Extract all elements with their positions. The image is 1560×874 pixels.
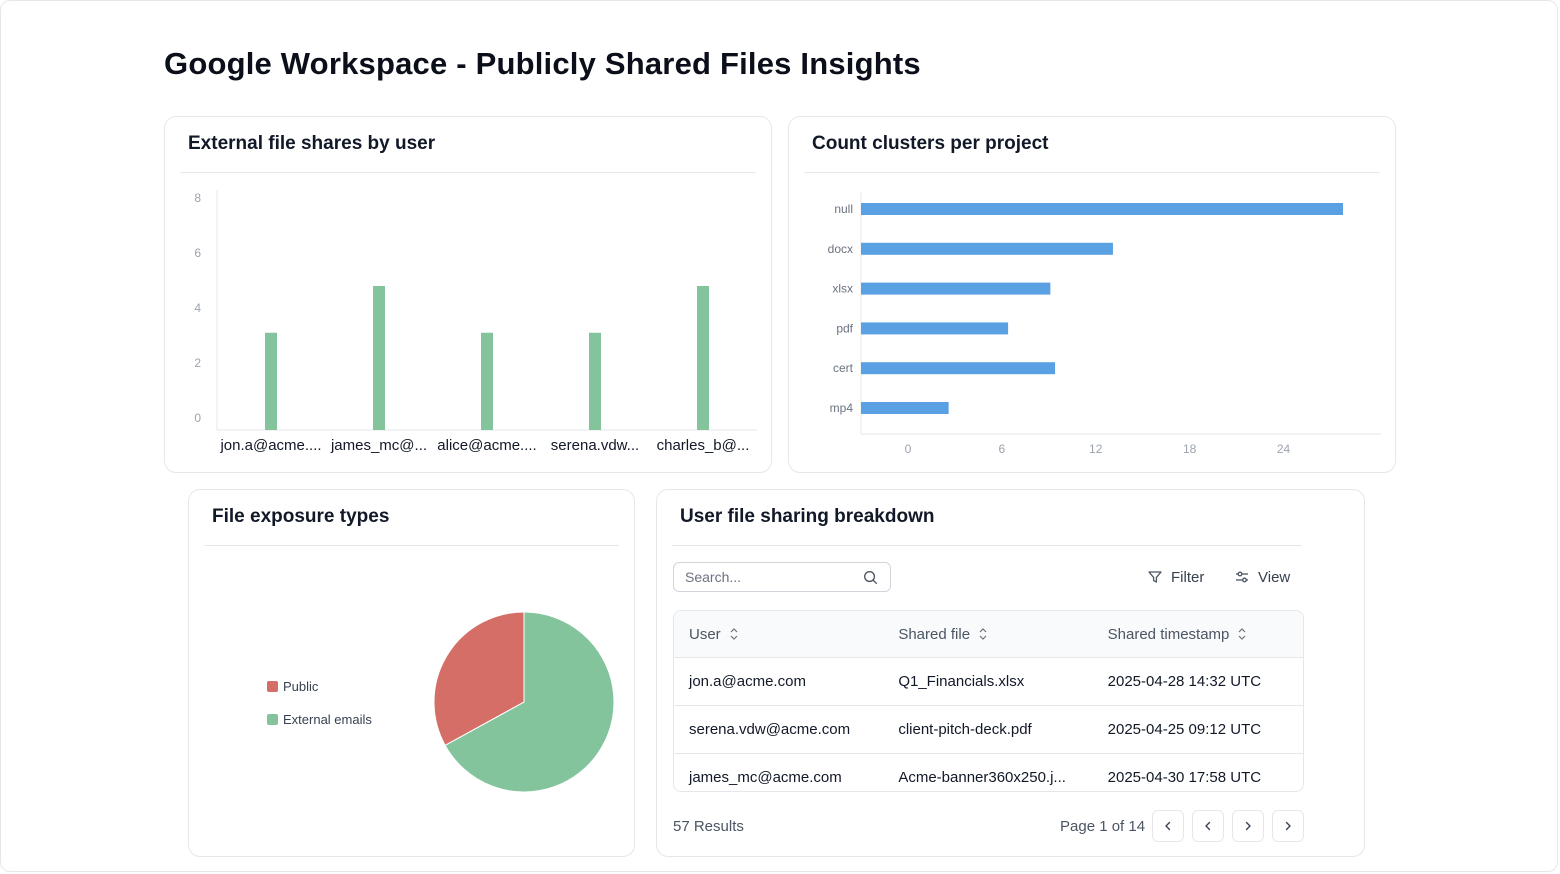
bar: [697, 286, 709, 430]
x-tick-label: 6: [999, 442, 1006, 456]
bar: [861, 322, 1009, 335]
user-file-sharing-card: User file sharing breakdown Filter View …: [656, 489, 1365, 857]
bar: [481, 332, 493, 430]
sort-icon: [979, 628, 987, 640]
legend-item: External emails: [267, 711, 372, 727]
filter-icon: [1148, 571, 1162, 583]
legend-label: Public: [283, 678, 319, 694]
cell-shared-file: Q1_Financials.xlsx: [898, 673, 1025, 690]
chevrons-right-icon: [1285, 821, 1291, 831]
card-title: File exposure types: [212, 506, 390, 527]
bar: [589, 332, 601, 430]
file-exposure-pie: [433, 611, 615, 793]
x-tick-label: james_mc@...: [330, 437, 427, 454]
y-tick-label: pdf: [836, 321, 853, 335]
y-tick-label: mp4: [830, 401, 854, 415]
sharing-table: User Shared file Shared timestamp jon.a@…: [673, 610, 1304, 792]
prev-page-button[interactable]: [1192, 810, 1224, 842]
cell-shared-file: Acme-banner360x250.j...: [898, 769, 1066, 786]
card-title: User file sharing breakdown: [680, 506, 935, 527]
y-tick-label: 4: [194, 301, 201, 315]
view-button[interactable]: View: [1234, 562, 1290, 592]
cell-shared-timestamp: 2025-04-25 09:12 UTC: [1107, 721, 1262, 738]
search-input[interactable]: [674, 568, 867, 586]
bar: [265, 332, 277, 430]
y-tick-label: xlsx: [832, 282, 853, 296]
x-tick-label: alice@acme....: [437, 437, 536, 454]
y-tick-label: 8: [194, 191, 201, 205]
y-tick-label: null: [834, 202, 853, 216]
count-clusters-card: Count clusters per project 0 6 12 18 24 null d…: [788, 116, 1396, 473]
chevron-left-icon: [1205, 821, 1211, 831]
sort-icon: [1238, 628, 1246, 640]
file-exposure-card: File exposure types Public External email…: [188, 489, 635, 857]
card-divider: [672, 545, 1302, 546]
x-tick-label: 18: [1183, 442, 1197, 456]
table-row[interactable]: jon.a@acme.com Q1_Financials.xlsx 2025-0…: [674, 658, 1303, 706]
x-tick-label: charles_b@...: [657, 437, 750, 454]
pie-slice: [444, 611, 615, 793]
count-clusters-chart: 0 6 12 18 24 null docx xlsx pdf cert mp4: [828, 192, 1381, 456]
search-icon[interactable]: [863, 570, 878, 585]
y-tick-label: 6: [194, 246, 201, 260]
filter-label: Filter: [1171, 568, 1205, 586]
card-divider: [204, 545, 619, 546]
cell-shared-file: client-pitch-deck.pdf: [898, 721, 1032, 738]
search-box[interactable]: [673, 562, 891, 592]
y-tick-label: 0: [194, 411, 201, 425]
bar: [861, 402, 949, 414]
column-header-user[interactable]: User: [674, 626, 883, 643]
card-title: Count clusters per project: [812, 133, 1049, 154]
column-header-shared-timestamp[interactable]: Shared timestamp: [1093, 626, 1303, 643]
x-tick-label: jon.a@acme....: [219, 437, 321, 454]
page-indicator: Page 1 of 14: [1060, 818, 1146, 835]
pie-legend: Public External emails: [267, 678, 372, 744]
external-file-shares-chart: 0 2 4 6 8 jon.a@acme.... james_mc@... alice@acm…: [194, 190, 757, 454]
last-page-button[interactable]: [1272, 810, 1304, 842]
card-divider: [804, 172, 1380, 173]
legend-label: External emails: [283, 711, 372, 727]
y-tick-label: 2: [194, 356, 201, 370]
filter-button[interactable]: Filter: [1147, 562, 1204, 592]
results-count: 57 Results: [673, 818, 744, 835]
pie-slice: [433, 611, 525, 747]
y-tick-label: docx: [828, 242, 853, 256]
x-tick-label: 24: [1277, 442, 1291, 456]
cell-shared-timestamp: 2025-04-30 17:58 UTC: [1107, 769, 1262, 786]
sort-icon: [730, 628, 738, 640]
card-divider: [180, 172, 756, 173]
table-header: User Shared file Shared timestamp: [674, 611, 1303, 658]
page-title: Google Workspace - Publicly Shared Files…: [164, 46, 921, 81]
chevron-right-icon: [1245, 821, 1251, 831]
sliders-icon: [1236, 571, 1248, 583]
external-file-shares-card: External file shares by user 0 2 4 6 8 jon.a@…: [164, 116, 772, 473]
cell-shared-timestamp: 2025-04-28 14:32 UTC: [1107, 673, 1262, 690]
bar: [861, 282, 1051, 295]
x-tick-label: 0: [905, 442, 912, 456]
legend-swatch: [267, 713, 278, 725]
table-row[interactable]: serena.vdw@acme.com client-pitch-deck.pd…: [674, 706, 1303, 754]
bar: [373, 286, 385, 430]
cell-user: serena.vdw@acme.com: [689, 721, 851, 738]
view-label: View: [1258, 568, 1291, 586]
chevrons-left-icon: [1165, 821, 1171, 831]
y-tick-label: cert: [833, 361, 854, 375]
first-page-button[interactable]: [1152, 810, 1184, 842]
column-header-shared-file[interactable]: Shared file: [883, 626, 1092, 643]
legend-item: Public: [267, 678, 372, 694]
bar: [861, 242, 1113, 255]
table-row[interactable]: james_mc@acme.com Acme-banner360x250.j..…: [674, 754, 1303, 791]
cell-user: james_mc@acme.com: [689, 769, 842, 786]
card-title: External file shares by user: [188, 133, 436, 154]
next-page-button[interactable]: [1232, 810, 1264, 842]
legend-swatch: [267, 680, 278, 692]
bar: [861, 362, 1056, 375]
cell-user: jon.a@acme.com: [689, 673, 806, 690]
x-tick-label: 12: [1089, 442, 1103, 456]
x-tick-label: serena.vdw...: [551, 437, 639, 454]
bar: [861, 203, 1343, 215]
